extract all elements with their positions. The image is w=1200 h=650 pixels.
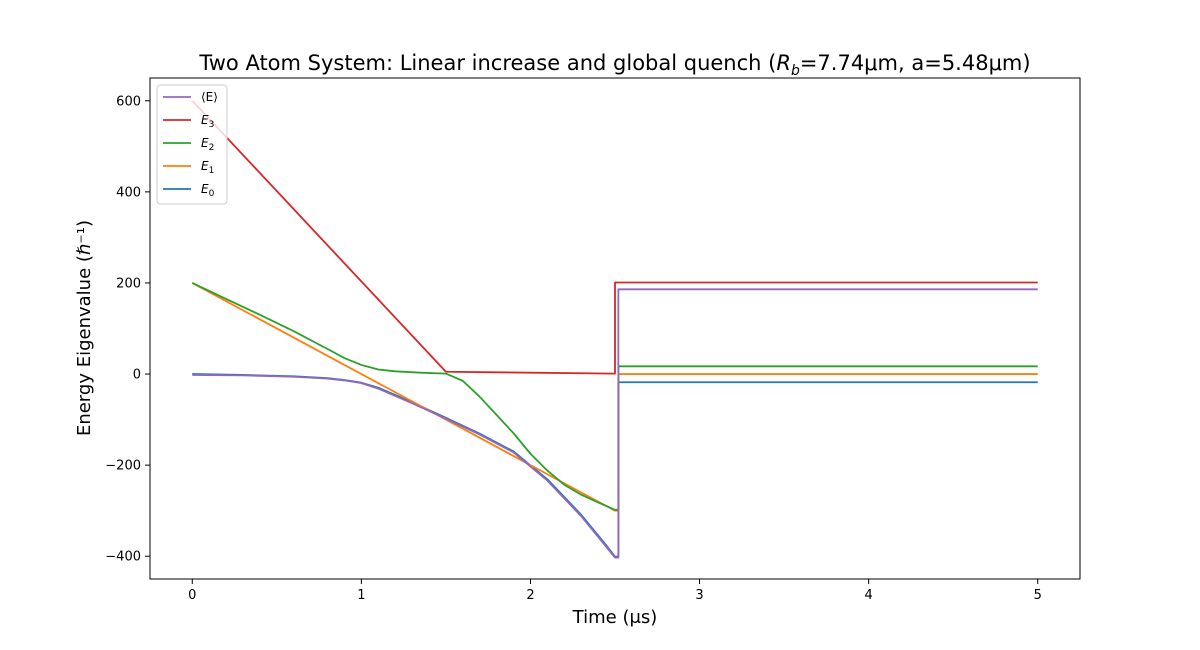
y-tick-label: 400 [116, 185, 141, 200]
series-lines [191, 100, 1038, 559]
legend-label-subscript: 0 [209, 189, 215, 199]
legend-label-symbol: E [201, 182, 209, 196]
chart-title-symbol: R [776, 51, 791, 75]
chart-title: Two Atom System: Linear increase and glo… [198, 51, 1030, 79]
legend-label: E0 [201, 182, 215, 199]
legend-label-symbol: E [201, 159, 209, 173]
legend-label-subscript: 1 [209, 166, 215, 176]
y-tick-label: −400 [105, 550, 141, 565]
chart-title-suffix: =7.74μm, a=5.48μm) [800, 51, 1031, 75]
legend-label-subscript: 3 [209, 120, 215, 130]
legend-label: E3 [201, 113, 214, 130]
legend-label-symbol: E [201, 113, 209, 127]
series-line-e2 [191, 282, 1038, 511]
series-line-e3 [191, 100, 1038, 375]
legend-box [156, 84, 228, 205]
y-axis-label: Energy Eigenvalue (ℏ⁻¹) [74, 220, 95, 436]
x-tick-label: 4 [864, 588, 872, 603]
y-tick-label: −200 [105, 459, 141, 474]
x-tick-label: 3 [695, 588, 703, 603]
legend-label-symbol: ⟨E⟩ [201, 90, 218, 104]
x-tick-label: 5 [1034, 588, 1042, 603]
chart-title-prefix: Two Atom System: Linear increase and glo… [198, 51, 776, 75]
y-tick-label: 600 [116, 94, 141, 109]
x-tick-label: 0 [188, 588, 196, 603]
y-tick-label: 0 [133, 368, 141, 383]
legend-label: E2 [201, 136, 214, 153]
legend-label-subscript: 2 [209, 143, 215, 153]
series-line-e [192, 288, 1038, 559]
axes-frame [149, 77, 1081, 580]
legend-label-symbol: E [201, 136, 209, 150]
y-tick-label: 200 [116, 276, 141, 291]
legend-label: E1 [201, 159, 214, 176]
x-tick-label: 1 [357, 588, 365, 603]
legend-label: ⟨E⟩ [201, 90, 218, 104]
x-axis-label: Time (μs) [572, 607, 658, 628]
x-tick-label: 2 [526, 588, 534, 603]
chart-title-subscript: b [791, 63, 800, 79]
